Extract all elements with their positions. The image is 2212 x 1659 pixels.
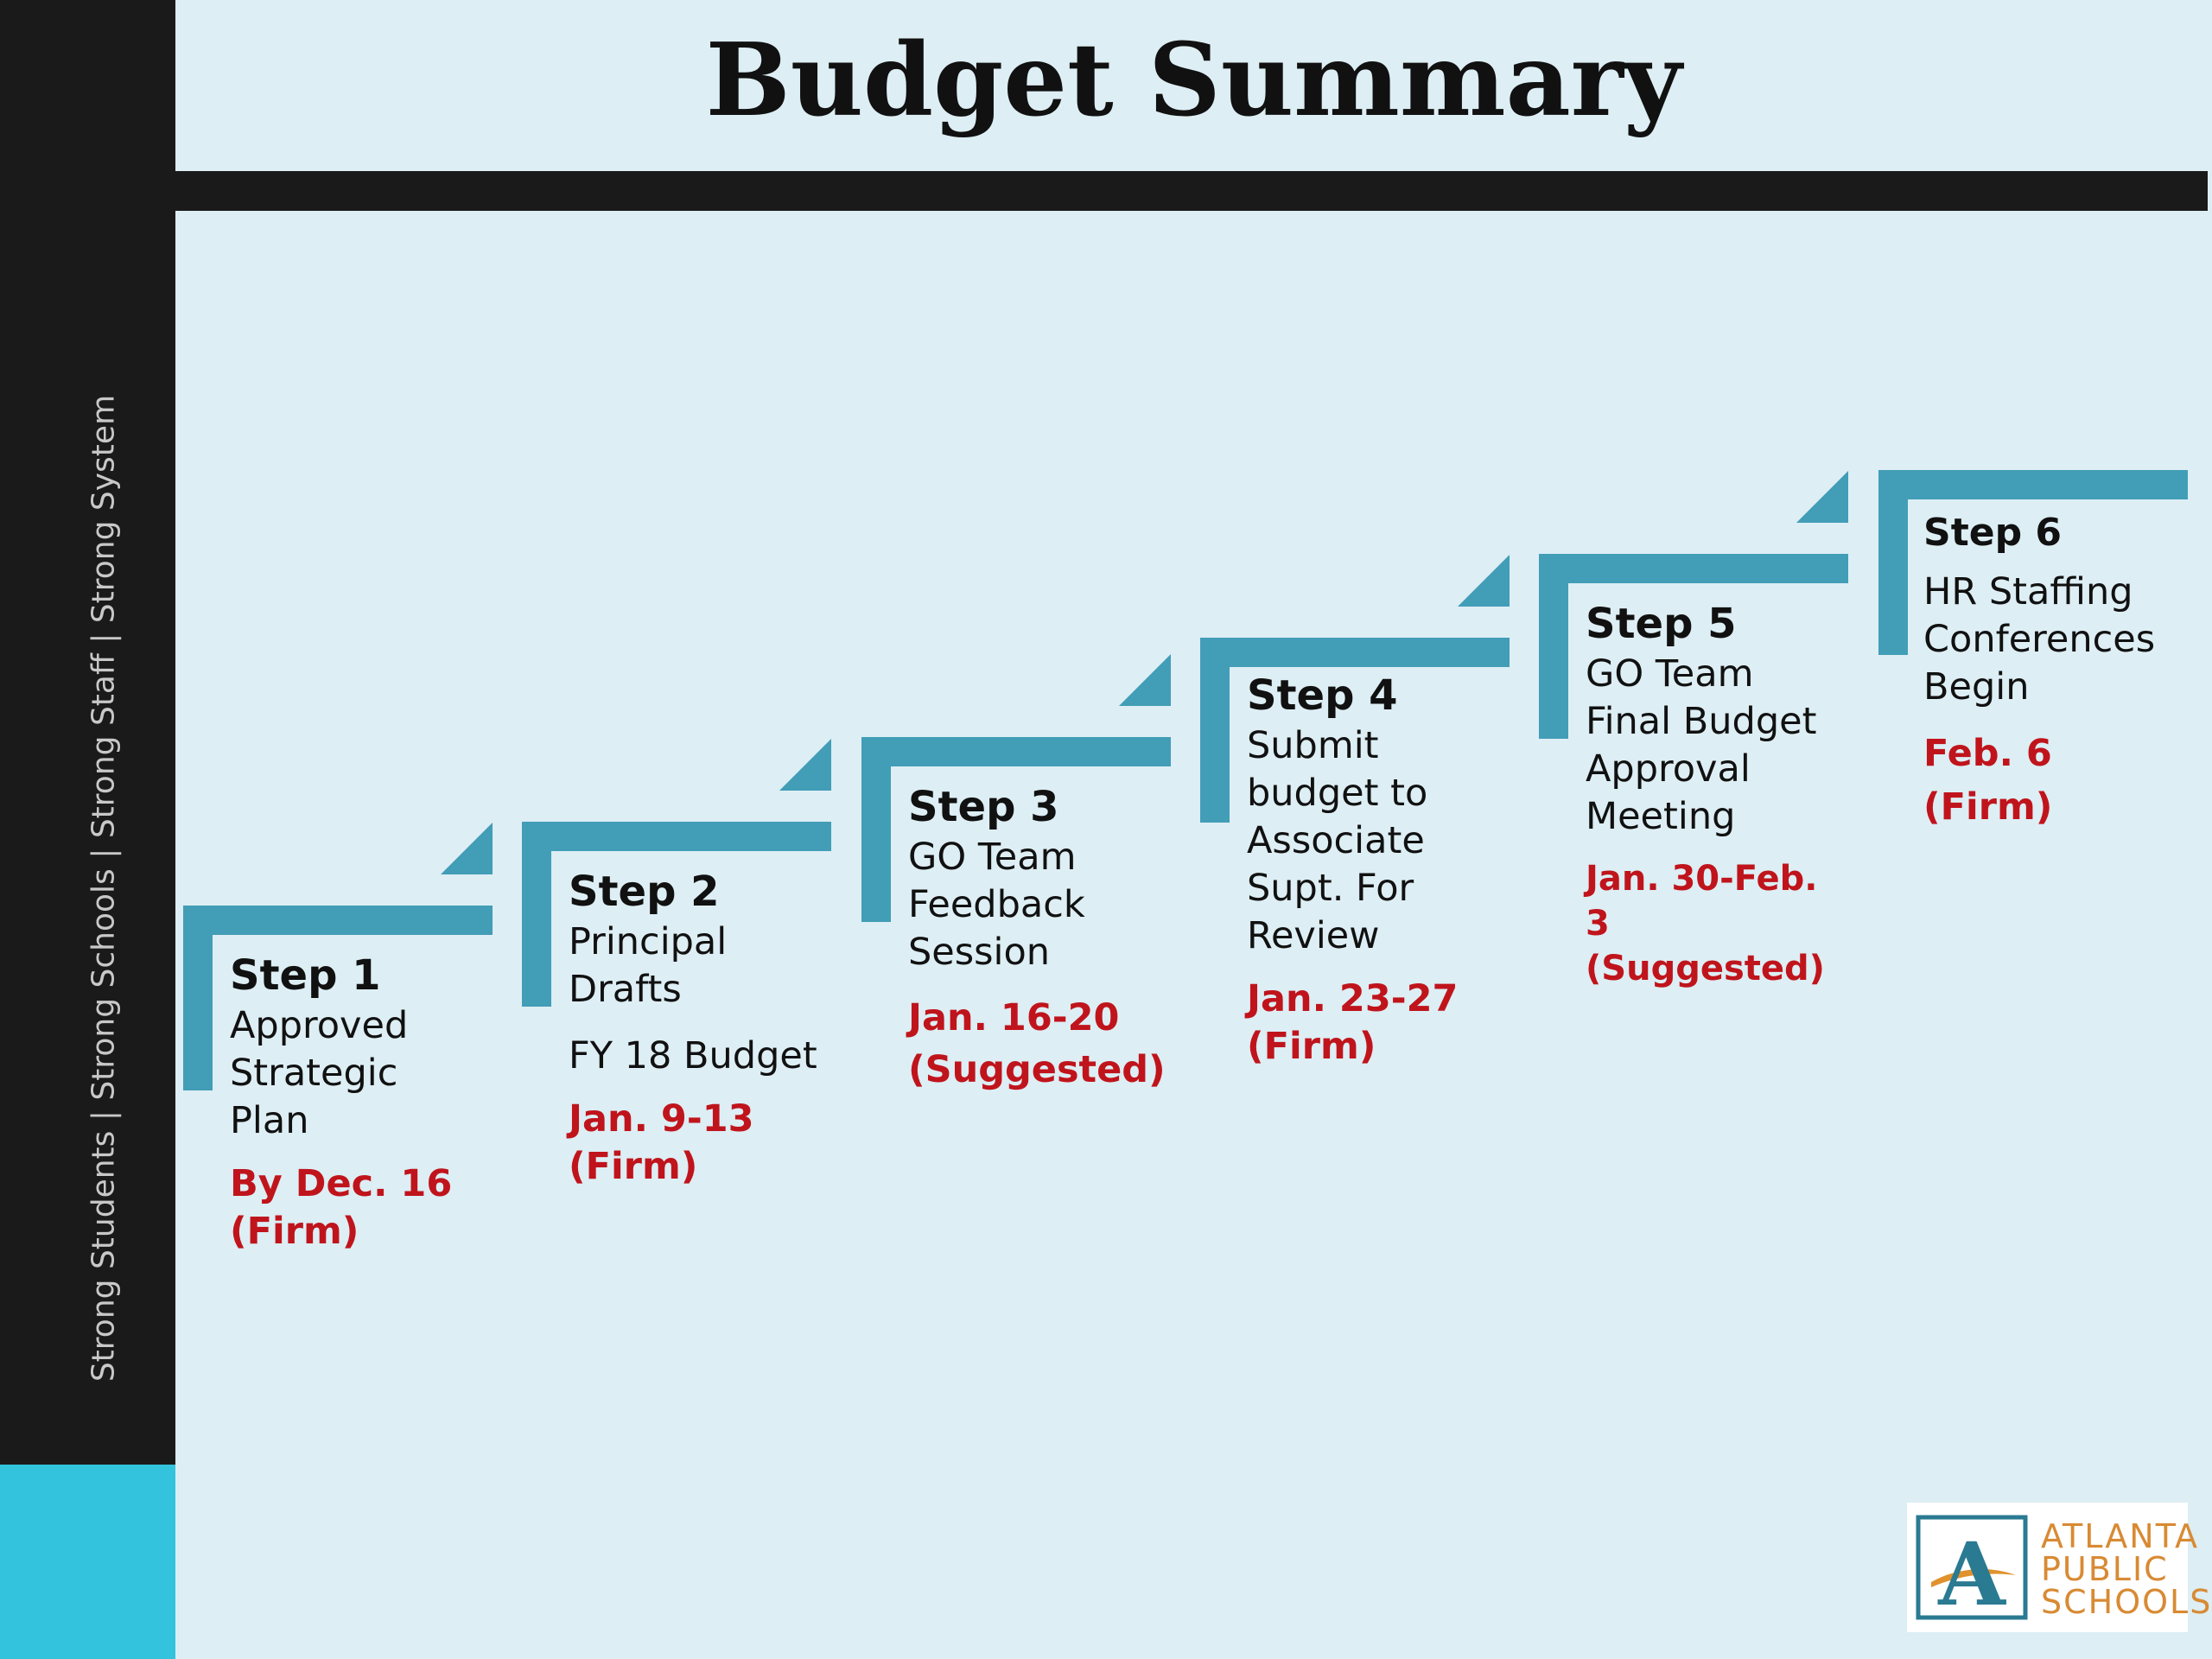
step-title: Step 6 [1923, 511, 2062, 555]
step-line: Session [908, 931, 1051, 974]
step-date: Jan. 16-20 (Suggested) [908, 992, 1167, 1096]
step-date: Jan. 23-27 (Firm) [1247, 976, 1506, 1071]
step-title: Step 2 [569, 868, 720, 916]
step-line: GO Team [1586, 652, 1754, 696]
step-5: Step 5 GO Team Final Budget Approval Mee… [1539, 471, 1848, 988]
atlanta-public-schools-logo: A ATLANTA PUBLIC SCHOOLS [1907, 1503, 2210, 1632]
logo-mark-icon: A [1916, 1515, 2028, 1620]
step-title: Step 1 [230, 951, 381, 1000]
step-date-status: (Suggested) [1586, 949, 1825, 988]
step-date-range: By Dec. 16 [230, 1162, 453, 1205]
step-date: Jan. 30-Feb. 3 (Suggested) [1586, 856, 1845, 991]
step-date-range: Jan. 9-13 [569, 1097, 754, 1141]
step-date: By Dec. 16 (Firm) [230, 1160, 489, 1255]
vertical-tagline: Strong Students | Strong Schools | Stron… [86, 394, 122, 1382]
step-4: Step 4 Submit budget to Associate Supt. … [1200, 555, 1510, 1068]
step-line: Feedback [908, 883, 1085, 926]
step-line: Begin [1923, 665, 2030, 709]
step-bracket-icon [522, 739, 831, 1007]
step-bracket-icon [861, 654, 1171, 922]
step-line: HR Staffing [1923, 570, 2133, 613]
step-date-range: Jan. 23-27 [1247, 977, 1459, 1020]
step-line: Principal [569, 920, 728, 963]
step-date-status: (Firm) [1247, 1025, 1376, 1068]
slide-title: Budget Summary [705, 22, 1682, 139]
step-1: Step 1 Approved Strategic Plan By Dec. 1… [183, 823, 493, 1253]
step-line: Meeting [1586, 795, 1736, 838]
title-divider [175, 171, 2208, 211]
step-line: Drafts [569, 968, 682, 1011]
step-title: Step 4 [1247, 671, 1398, 720]
step-bracket-icon [1200, 555, 1510, 823]
step-bracket-icon [1539, 471, 1848, 739]
step-date-range: Jan. 16-20 [908, 996, 1120, 1039]
step-line: Strategic [230, 1052, 398, 1095]
step-date-range: Jan. 30-Feb. 3 [1586, 859, 1818, 944]
step-date: Jan. 9-13 (Firm) [569, 1096, 828, 1191]
step-line: Associate [1247, 819, 1425, 862]
step-date-range: Feb. 6 [1923, 732, 2052, 775]
step-date-status: (Firm) [1923, 785, 2053, 829]
step-date-status: (Suggested) [908, 1048, 1166, 1091]
step-line: Conferences [1923, 618, 2156, 661]
step-line: Final Budget [1586, 700, 1817, 743]
step-line: budget to [1247, 772, 1428, 815]
step-line: GO Team [908, 836, 1077, 879]
step-3: Step 3 GO Team Feedback Session Jan. 16-… [861, 654, 1171, 1091]
step-6: Step 6 HR Staffing Conferences Begin Feb… [1878, 387, 2188, 829]
sidebar-band [0, 0, 175, 1465]
step-line: Approved [230, 1004, 409, 1047]
logo-letter: A [1937, 1523, 2006, 1620]
title-area: Budget Summary [175, 0, 2212, 171]
step-date-status: (Firm) [230, 1210, 359, 1253]
step-date: Feb. 6 (Firm) [1923, 727, 2183, 834]
logo-word: PUBLIC [2041, 1550, 2169, 1588]
step-line: Supt. For [1247, 867, 1414, 910]
sidebar-accent-block [0, 1465, 175, 1659]
logo-word: SCHOOLS [2041, 1583, 2212, 1621]
step-title: Step 5 [1586, 600, 1737, 648]
step-date-status: (Firm) [569, 1145, 698, 1188]
step-line: Review [1247, 914, 1380, 957]
step-bracket-icon [1878, 470, 2188, 655]
step-line: Submit [1247, 724, 1379, 767]
step-title: Step 3 [908, 783, 1059, 831]
logo-word: ATLANTA [2041, 1517, 2199, 1555]
step-2: Step 2 Principal Drafts FY 18 Budget Jan… [522, 739, 831, 1188]
step-bracket-icon [183, 823, 493, 1090]
step-line: Plan [230, 1099, 309, 1142]
step-line: Approval [1586, 747, 1751, 791]
step-extra-line: FY 18 Budget [569, 1034, 817, 1077]
